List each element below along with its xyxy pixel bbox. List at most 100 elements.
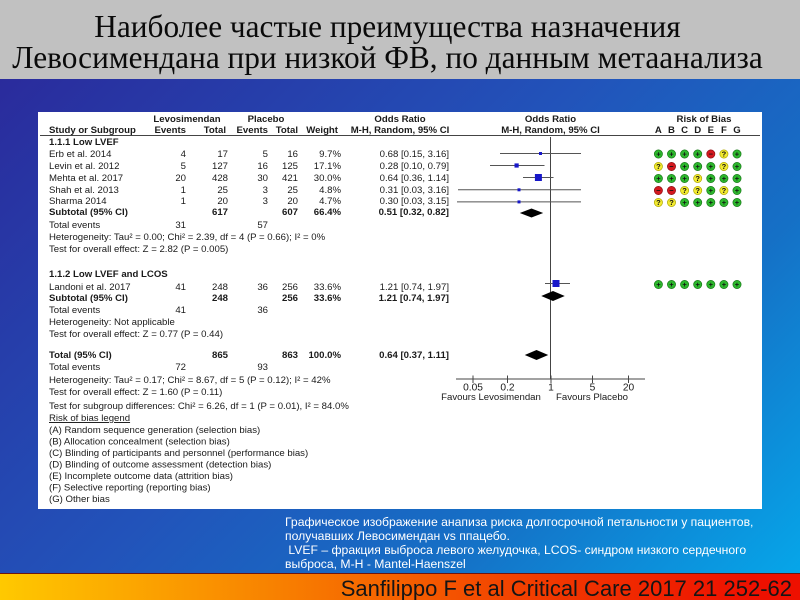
svg-text:25: 25	[287, 185, 298, 196]
svg-text:M-H, Random, 95% CI: M-H, Random, 95% CI	[351, 125, 450, 136]
svg-text:Total events: Total events	[49, 362, 100, 373]
svg-text:Weight: Weight	[306, 125, 339, 136]
svg-text:Heterogeneity: Tau² = 0.17; Ch: Heterogeneity: Tau² = 0.17; Chi² = 8.67,…	[49, 375, 331, 386]
svg-text:+: +	[696, 280, 701, 289]
svg-text:0.31 [0.03, 3.16]: 0.31 [0.03, 3.16]	[380, 185, 449, 196]
svg-text:Placebo: Placebo	[248, 114, 285, 125]
svg-text:+: +	[735, 280, 740, 289]
svg-text:Odds Ratio: Odds Ratio	[525, 114, 576, 125]
svg-text:+: +	[656, 150, 661, 159]
svg-text:0.28 [0.10, 0.79]: 0.28 [0.10, 0.79]	[380, 161, 449, 172]
svg-text:+: +	[735, 186, 740, 195]
svg-text:G: G	[733, 125, 740, 136]
svg-text:66.4%: 66.4%	[314, 207, 342, 218]
svg-text:5: 5	[263, 149, 268, 160]
svg-text:248: 248	[212, 293, 229, 304]
svg-text:72: 72	[175, 362, 186, 373]
svg-text:30.0%: 30.0%	[314, 173, 342, 184]
svg-text:+: +	[709, 186, 714, 195]
svg-text:57: 57	[257, 220, 268, 231]
svg-text:+: +	[696, 162, 701, 171]
svg-text:−: −	[709, 150, 714, 159]
svg-text:+: +	[735, 198, 740, 207]
svg-text:+: +	[709, 280, 714, 289]
svg-text:Levin et al. 2012: Levin et al. 2012	[49, 161, 119, 172]
svg-text:4.8%: 4.8%	[319, 185, 341, 196]
svg-text:+: +	[682, 174, 687, 183]
svg-text:Test for overall effect: Z = 2: Test for overall effect: Z = 2.82 (P = 0…	[49, 244, 228, 255]
svg-text:125: 125	[282, 161, 298, 172]
svg-text:248: 248	[212, 282, 228, 293]
svg-text:0.2: 0.2	[500, 383, 514, 394]
svg-text:36: 36	[257, 282, 268, 293]
svg-text:17: 17	[217, 149, 228, 160]
svg-text:B: B	[668, 125, 675, 136]
svg-text:1.1.2 Low LVEF and LCOS: 1.1.2 Low LVEF and LCOS	[49, 269, 168, 280]
svg-text:?: ?	[722, 186, 727, 195]
svg-text:?: ?	[656, 198, 661, 207]
svg-text:1.1.1 Low LVEF: 1.1.1 Low LVEF	[49, 137, 119, 148]
svg-text:16: 16	[287, 149, 298, 160]
svg-text:−: −	[669, 162, 674, 171]
svg-text:Shah et al. 2013: Shah et al. 2013	[49, 185, 119, 196]
svg-text:+: +	[709, 174, 714, 183]
svg-text:+: +	[669, 174, 674, 183]
svg-text:5: 5	[181, 161, 186, 172]
svg-text:(B) Allocation concealment (se: (B) Allocation concealment (selection bi…	[49, 437, 230, 448]
svg-text:+: +	[682, 280, 687, 289]
svg-text:30: 30	[257, 173, 268, 184]
svg-text:Subtotal (95% CI): Subtotal (95% CI)	[49, 293, 128, 304]
svg-text:Favours Levosimendan: Favours Levosimendan	[441, 392, 541, 403]
svg-text:−: −	[669, 186, 674, 195]
svg-text:20: 20	[287, 196, 298, 207]
svg-text:127: 127	[212, 161, 228, 172]
svg-text:1: 1	[181, 196, 186, 207]
svg-text:+: +	[656, 280, 661, 289]
svg-text:?: ?	[695, 186, 700, 195]
svg-text:5: 5	[590, 383, 596, 394]
svg-text:Heterogeneity: Tau² = 0.00; Ch: Heterogeneity: Tau² = 0.00; Chi² = 2.39,…	[49, 232, 326, 243]
svg-text:17.1%: 17.1%	[314, 161, 342, 172]
svg-text:Erb et al. 2014: Erb et al. 2014	[49, 149, 112, 160]
svg-text:F: F	[721, 125, 727, 136]
svg-text:Subtotal (95% CI): Subtotal (95% CI)	[49, 207, 128, 218]
svg-text:256: 256	[282, 282, 298, 293]
svg-text:?: ?	[722, 150, 727, 159]
svg-text:863: 863	[282, 350, 298, 361]
svg-text:?: ?	[669, 198, 674, 207]
svg-text:0.68 [0.15, 3.16]: 0.68 [0.15, 3.16]	[380, 149, 449, 160]
svg-text:?: ?	[722, 162, 727, 171]
svg-text:+: +	[682, 150, 687, 159]
svg-text:3: 3	[263, 196, 268, 207]
svg-text:M-H, Random, 95% CI: M-H, Random, 95% CI	[501, 125, 600, 136]
svg-text:+: +	[669, 280, 674, 289]
svg-text:428: 428	[212, 173, 228, 184]
svg-text:?: ?	[656, 162, 661, 171]
svg-text:25: 25	[217, 185, 228, 196]
svg-text:20: 20	[623, 383, 635, 394]
svg-text:(D) Blinding of outcome assess: (D) Blinding of outcome assessment (dete…	[49, 460, 271, 471]
svg-text:421: 421	[282, 173, 298, 184]
svg-text:1: 1	[548, 383, 554, 394]
svg-text:Events: Events	[155, 125, 186, 136]
svg-text:Total: Total	[204, 125, 226, 136]
svg-text:+: +	[735, 174, 740, 183]
svg-text:+: +	[682, 198, 687, 207]
svg-text:Total events: Total events	[49, 220, 100, 231]
svg-text:Levosimendan: Levosimendan	[153, 114, 220, 125]
svg-text:+: +	[696, 150, 701, 159]
svg-text:33.6%: 33.6%	[314, 282, 342, 293]
svg-text:+: +	[709, 198, 714, 207]
svg-text:100.0%: 100.0%	[308, 350, 341, 361]
svg-text:(E) Incomplete outcome data (a: (E) Incomplete outcome data (attrition b…	[49, 471, 233, 482]
svg-text:0.30 [0.03, 3.15]: 0.30 [0.03, 3.15]	[380, 196, 449, 207]
svg-text:16: 16	[257, 161, 268, 172]
svg-text:0.51 [0.32, 0.82]: 0.51 [0.32, 0.82]	[379, 207, 449, 218]
svg-text:(C) Blinding of participants a: (C) Blinding of participants and personn…	[49, 448, 308, 459]
svg-text:+: +	[709, 162, 714, 171]
svg-text:Test for overall effect: Z = 1: Test for overall effect: Z = 1.60 (P = 0…	[49, 387, 222, 398]
svg-text:+: +	[696, 198, 701, 207]
svg-text:1.21 [0.74, 1.97]: 1.21 [0.74, 1.97]	[380, 282, 449, 293]
svg-text:+: +	[735, 162, 740, 171]
svg-text:256: 256	[282, 293, 298, 304]
